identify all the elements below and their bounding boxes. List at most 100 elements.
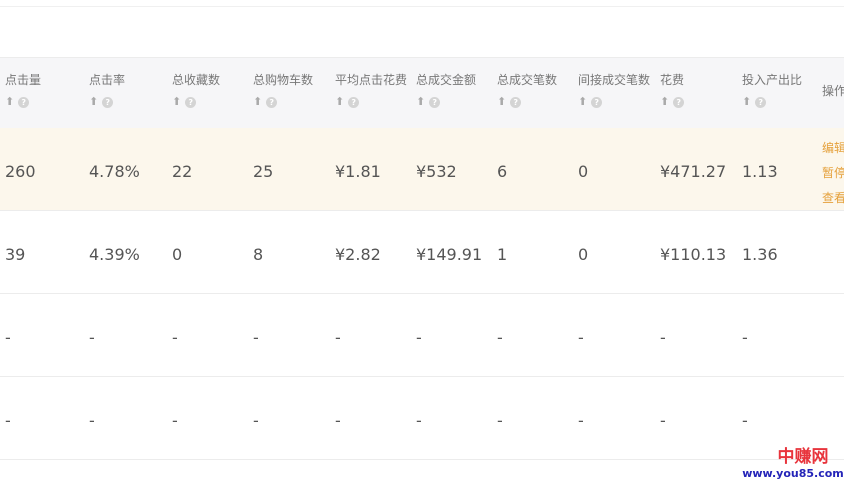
header-icons: ⬆? [660, 91, 736, 113]
table-cell: - [660, 328, 666, 347]
table-cell: - [5, 411, 11, 430]
table-cell: - [742, 411, 748, 430]
table-cell: - [578, 328, 584, 347]
column-label: 投入产出比 [742, 73, 803, 87]
question-circle-icon[interactable]: ? [185, 96, 197, 108]
column-header: 操作 [822, 80, 844, 102]
table-cell: - [172, 328, 178, 347]
table-cell: - [253, 411, 259, 430]
column-header[interactable]: 总购物车数 ⬆? [253, 69, 329, 113]
column-label: 间接成交笔数 [578, 73, 651, 87]
arrow-up-icon[interactable]: ⬆ [497, 95, 507, 108]
question-circle-icon[interactable]: ? [673, 96, 685, 108]
question-circle-icon[interactable]: ? [755, 96, 767, 108]
table-cell: - [335, 411, 341, 430]
table-cell: - [335, 328, 341, 347]
column-label: 点击量 [5, 73, 42, 87]
table-cell: - [497, 411, 503, 430]
table-cell: 4.39% [89, 245, 140, 264]
table-row: 260 4.78% 22 25 ¥1.81 ¥532 6 0 ¥471.27 1.13 编辑 暂停 查看 [0, 128, 844, 211]
question-circle-icon[interactable]: ? [266, 96, 278, 108]
table-cell: - [253, 328, 259, 347]
watermark-name: 中赚网 [777, 447, 829, 467]
header-icons: ⬆? [172, 91, 248, 113]
question-circle-icon[interactable]: ? [102, 96, 114, 108]
question-circle-icon[interactable]: ? [348, 96, 360, 108]
column-header[interactable]: 总收藏数 ⬆? [172, 69, 248, 113]
table-cell: - [416, 328, 422, 347]
arrow-up-icon[interactable]: ⬆ [742, 95, 752, 108]
header-icons: ⬆? [416, 91, 492, 113]
question-circle-icon[interactable]: ? [429, 96, 441, 108]
column-label: 总成交金额 [416, 73, 477, 87]
table-header: 点击量 ⬆? 点击率 ⬆? 总收藏数 ⬆? 总购物车数 ⬆? 平均点击花费 ⬆? 总成交金额 ⬆? 总成… [0, 57, 844, 128]
arrow-up-icon[interactable]: ⬆ [89, 95, 99, 108]
header-icons: ⬆? [5, 91, 81, 113]
header-icons: ⬆? [742, 91, 818, 113]
column-header[interactable]: 总成交笔数 ⬆? [497, 69, 573, 113]
arrow-up-icon[interactable]: ⬆ [416, 95, 426, 108]
header-icons: ⬆? [89, 91, 165, 113]
column-label: 点击率 [89, 73, 126, 87]
column-header[interactable]: 间接成交笔数 ⬆? [578, 69, 654, 113]
table-cell: ¥532 [416, 162, 457, 181]
table-cell: 1.13 [742, 162, 778, 181]
question-circle-icon[interactable]: ? [591, 96, 603, 108]
table-cell: - [416, 411, 422, 430]
table-cell: - [742, 328, 748, 347]
table-cell: ¥1.81 [335, 162, 381, 181]
column-label: 总收藏数 [172, 73, 221, 87]
column-header[interactable]: 花费 ⬆? [660, 69, 736, 113]
column-label: 花费 [660, 73, 685, 87]
table-row: 39 4.39% 0 8 ¥2.82 ¥149.91 1 0 ¥110.13 1.36 [0, 211, 844, 294]
table-body: 260 4.78% 22 25 ¥1.81 ¥532 6 0 ¥471.27 1.13 编辑 暂停 查看… [0, 128, 844, 460]
data-table: 点击量 ⬆? 点击率 ⬆? 总收藏数 ⬆? 总购物车数 ⬆? 平均点击花费 ⬆? 总成交金额 ⬆? 总成… [0, 57, 844, 460]
arrow-up-icon[interactable]: ⬆ [253, 95, 263, 108]
table-cell: - [578, 411, 584, 430]
header-icons: ⬆? [335, 91, 411, 113]
table-cell: 25 [253, 162, 274, 181]
column-label: 平均点击花费 [335, 73, 408, 87]
header-icons: ⬆? [578, 91, 654, 113]
arrow-up-icon[interactable]: ⬆ [660, 95, 670, 108]
action-link[interactable]: 编辑 [822, 141, 844, 155]
question-circle-icon[interactable]: ? [510, 96, 522, 108]
table-row: ---------- [0, 294, 844, 377]
table-cell: 0 [578, 245, 589, 264]
column-label: 总成交笔数 [497, 73, 558, 87]
table-cell: - [89, 411, 95, 430]
table-cell: ¥149.91 [416, 245, 483, 264]
question-circle-icon[interactable]: ? [18, 96, 30, 108]
column-header[interactable]: 总成交金额 ⬆? [416, 69, 492, 113]
table-cell: 6 [497, 162, 508, 181]
watermark-logo: 中赚网 www.you85.com [742, 447, 844, 481]
arrow-up-icon[interactable]: ⬆ [172, 95, 182, 108]
column-label: 操作 [822, 84, 844, 98]
table-cell: - [497, 328, 503, 347]
watermark-url: www.you85.com [742, 467, 844, 480]
column-header[interactable]: 点击率 ⬆? [89, 69, 165, 113]
table-cell: - [660, 411, 666, 430]
header-icons: ⬆? [497, 91, 573, 113]
table-cell: 1 [497, 245, 508, 264]
table-cell: - [89, 328, 95, 347]
header-icons: ⬆? [253, 91, 329, 113]
table-cell: ¥471.27 [660, 162, 727, 181]
action-link[interactable]: 暂停 [822, 166, 844, 180]
table-row: ---------- [0, 377, 844, 460]
column-header[interactable]: 投入产出比 ⬆? [742, 69, 818, 113]
table-cell: ¥110.13 [660, 245, 727, 264]
column-header[interactable]: 点击量 ⬆? [5, 69, 81, 113]
column-header[interactable]: 平均点击花费 ⬆? [335, 69, 411, 113]
table-cell: 8 [253, 245, 264, 264]
table-cell: 22 [172, 162, 193, 181]
table-cell: - [5, 328, 11, 347]
table-cell: 39 [5, 245, 26, 264]
arrow-up-icon[interactable]: ⬆ [5, 95, 15, 108]
action-link[interactable]: 查看 [822, 191, 844, 205]
arrow-up-icon[interactable]: ⬆ [335, 95, 345, 108]
column-label: 总购物车数 [253, 73, 314, 87]
arrow-up-icon[interactable]: ⬆ [578, 95, 588, 108]
table-cell: 0 [578, 162, 589, 181]
divider [0, 6, 844, 7]
